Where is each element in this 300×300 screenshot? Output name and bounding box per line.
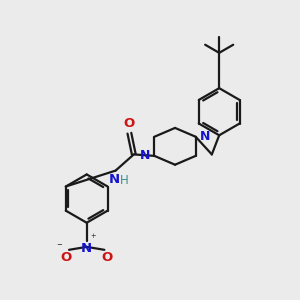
- Text: N: N: [140, 149, 151, 162]
- Text: $^+$: $^+$: [89, 233, 97, 243]
- Text: N: N: [81, 242, 92, 256]
- Text: N: N: [200, 130, 210, 143]
- Text: O: O: [61, 251, 72, 264]
- Text: $^-$: $^-$: [56, 242, 64, 252]
- Text: O: O: [102, 251, 113, 264]
- Text: O: O: [123, 117, 134, 130]
- Text: N: N: [109, 173, 120, 186]
- Text: H: H: [120, 174, 129, 187]
